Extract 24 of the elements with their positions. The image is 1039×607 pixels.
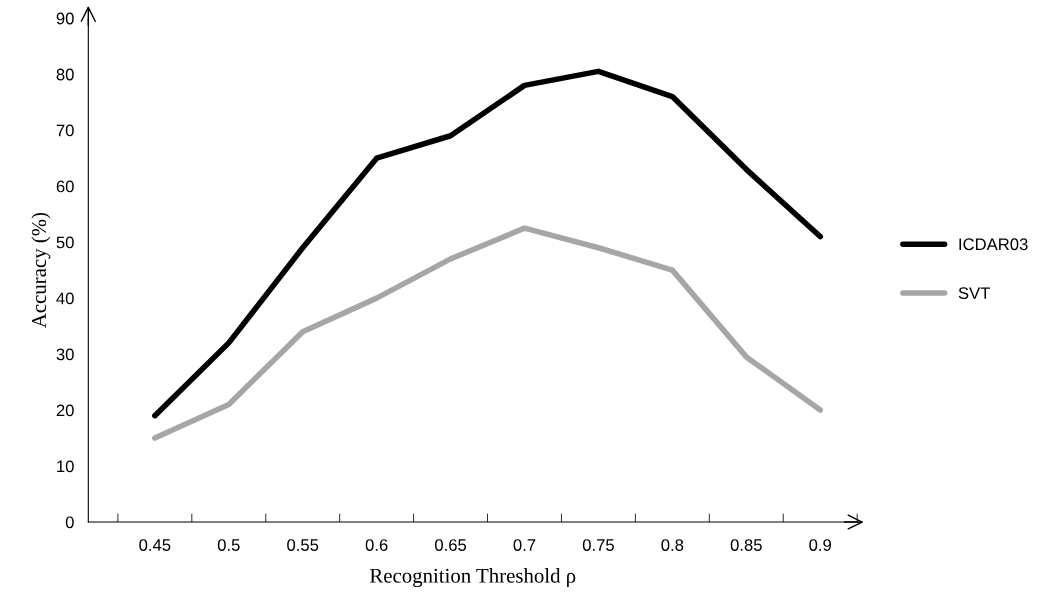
x-tick-label: 0.5	[217, 539, 240, 551]
y-tick-label: 30	[56, 348, 74, 361]
x-axis-title: Recognition Threshold ρ	[369, 568, 576, 588]
x-tick-label: 0.85	[730, 539, 762, 551]
y-tick-label: 20	[56, 404, 74, 417]
y-tick-label: 80	[56, 68, 74, 81]
x-tick-label: 0.45	[139, 539, 171, 551]
y-tick-label: 10	[57, 460, 74, 473]
x-tick-label: 0.7	[513, 539, 536, 551]
y-axis-title: Accuracy (%)	[31, 212, 51, 329]
legend-label: ICDAR03	[959, 238, 1028, 251]
x-tick-label: 0.9	[809, 539, 832, 551]
y-tick-label: 70	[56, 124, 74, 137]
x-tick-label: 0.55	[287, 539, 319, 551]
y-tick-label: 90	[56, 12, 74, 25]
x-tick-label: 0.6	[365, 539, 388, 551]
x-tick-label: 0.75	[582, 539, 614, 551]
x-tick-label: 0.65	[435, 539, 467, 551]
y-tick-label: 60	[56, 180, 74, 193]
legend-label: SVT	[958, 287, 990, 300]
y-tick-label: 40	[56, 292, 74, 305]
x-tick-label: 0.8	[661, 539, 684, 551]
y-tick-label: 50	[56, 236, 74, 249]
y-tick-label: 0	[65, 516, 74, 529]
